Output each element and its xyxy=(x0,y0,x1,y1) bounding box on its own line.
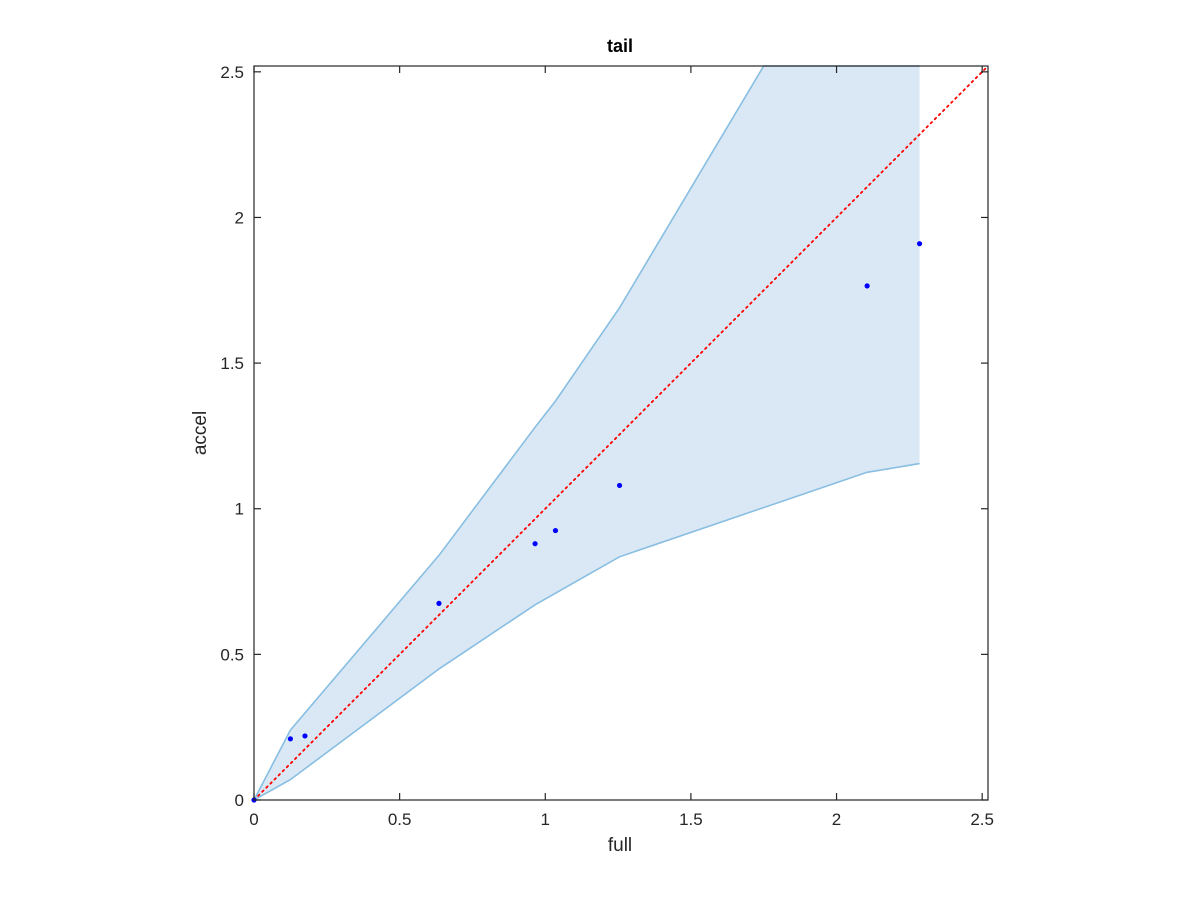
x-axis-label: full xyxy=(608,835,632,856)
y-tick-label: 0.5 xyxy=(220,645,244,664)
confidence-band xyxy=(253,65,920,801)
y-tick-label: 1 xyxy=(235,500,244,519)
y-tick-label: 2 xyxy=(235,208,244,227)
plot-frame xyxy=(253,65,989,801)
y-tick-label: 2.5 xyxy=(220,63,244,82)
band-lower-edge xyxy=(253,462,920,801)
data-point xyxy=(302,733,308,739)
reference-line xyxy=(253,65,989,801)
data-point xyxy=(532,541,538,547)
y-tick-label: 1.5 xyxy=(220,354,244,373)
axes: 0 0.5 1 1.5 2 2.5 0 0.5 1 1.5 2 2.5 xyxy=(220,63,994,829)
y-tick-label: 0 xyxy=(235,791,244,810)
data-point xyxy=(916,241,923,247)
data-points xyxy=(251,241,923,803)
x-tick-label: 0 xyxy=(249,810,258,829)
data-point xyxy=(552,527,559,534)
chart-title: tail xyxy=(607,36,633,56)
x-tick-label: 0.5 xyxy=(388,810,412,829)
x-tick-label: 2 xyxy=(832,810,841,829)
x-tick-label: 1.5 xyxy=(679,810,703,829)
x-tick-label: 1 xyxy=(541,810,550,829)
data-point xyxy=(287,736,294,742)
data-point xyxy=(864,283,870,289)
y-axis-label: accel xyxy=(190,411,211,455)
data-point xyxy=(616,482,623,489)
data-point xyxy=(436,600,442,606)
reference-diagonal xyxy=(253,65,989,801)
x-tick-label: 2.5 xyxy=(970,810,994,829)
band-area xyxy=(254,66,920,800)
